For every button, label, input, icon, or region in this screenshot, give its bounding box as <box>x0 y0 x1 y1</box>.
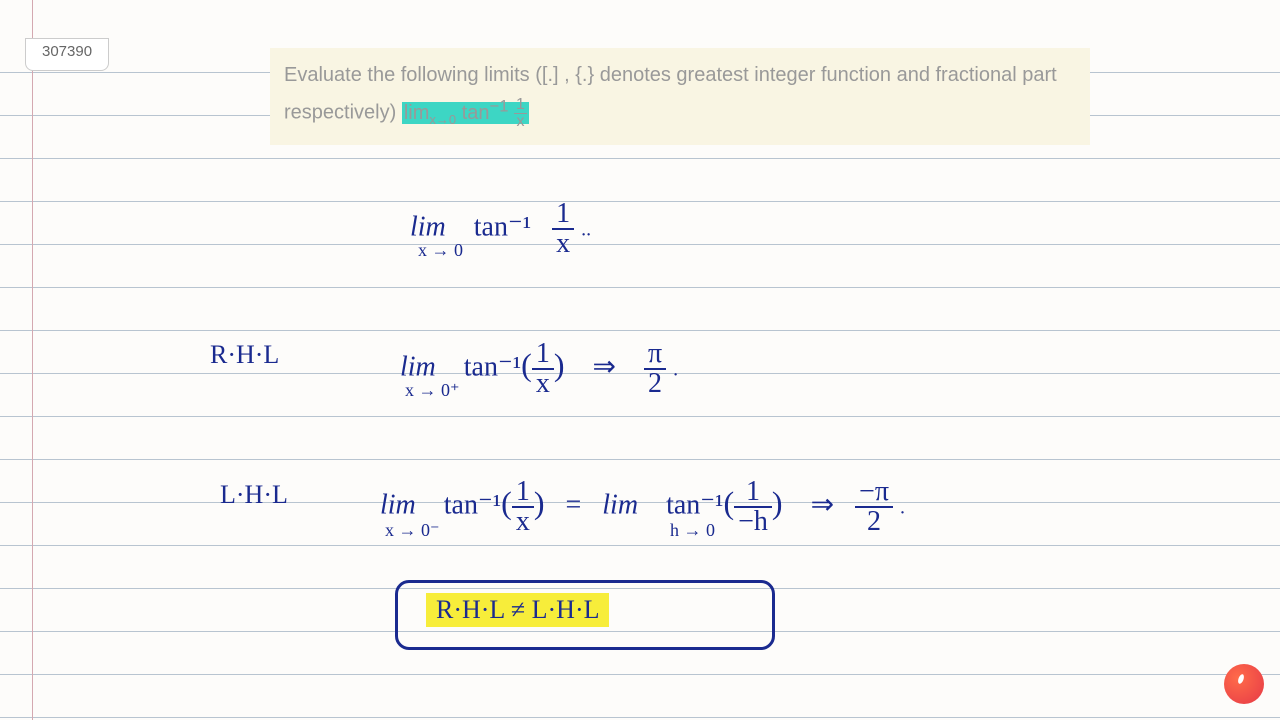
question-box: Evaluate the following limits ([.] , {.}… <box>270 48 1090 145</box>
lhl-frac2-den: −h <box>734 508 772 536</box>
question-frac-den: x <box>514 114 527 130</box>
lhl-sub2: h → 0 <box>670 520 715 541</box>
rhl-arrow: ⇒ <box>592 351 615 382</box>
lhl-result-num: −π <box>855 478 893 508</box>
rhl-frac-den: x <box>532 370 554 398</box>
lhl-lim1: lim <box>380 489 416 520</box>
rhl-lim: lim <box>400 351 436 382</box>
logo-icon <box>1224 664 1270 710</box>
main-lim: lim <box>410 211 446 242</box>
main-frac-den: x <box>552 230 574 258</box>
lhl-paren-l2: ( <box>723 484 734 520</box>
lhl-paren-l1: ( <box>501 484 512 520</box>
lhl-frac1-den: x <box>512 508 534 536</box>
main-frac: 1 x <box>552 200 574 258</box>
lhl-lim2: lim <box>602 489 638 520</box>
lhl-sub1: x → 0⁻ <box>385 520 440 541</box>
lhl-body1: tan⁻¹ <box>444 489 501 520</box>
lhl-paren-r2: ) <box>772 484 783 520</box>
rhl-paren-l: ( <box>521 346 532 382</box>
lhl-frac1: 1x <box>512 478 534 536</box>
question-tan: tan <box>462 102 490 124</box>
main-frac-num: 1 <box>552 200 574 230</box>
rhl-sub: x → 0⁺ <box>405 380 460 401</box>
margin-line <box>32 0 33 720</box>
rhl-result-den: 2 <box>644 370 666 398</box>
lhl-label: L·H·L <box>220 480 288 510</box>
lhl-result-den: 2 <box>855 508 893 536</box>
lhl-eq: = <box>565 489 581 520</box>
lhl-body2: tan⁻¹ <box>666 489 723 520</box>
question-lim: lim <box>404 102 430 124</box>
main-limit-sub: x → 0 <box>418 240 463 261</box>
question-limit-highlight: limx→0 tan−1 1 x <box>402 102 529 124</box>
id-box: 307390 <box>25 38 109 71</box>
rhl-result-num: π <box>644 340 666 370</box>
rhl-frac-num: 1 <box>532 340 554 370</box>
question-exp: −1 <box>489 96 508 115</box>
rhl-body: tan⁻¹ <box>464 351 521 382</box>
rhl-result: π 2 <box>644 340 666 398</box>
question-frac-num: 1 <box>514 97 527 114</box>
question-text: Evaluate the following limits ([.] , {.}… <box>284 64 1057 124</box>
lhl-result: −π 2 <box>855 478 893 536</box>
lhl-paren-r1: ) <box>534 484 545 520</box>
conclusion-box: R·H·L ≠ L·H·L <box>395 580 775 650</box>
lhl-arrow: ⇒ <box>811 489 834 520</box>
lhl-frac2: 1−h <box>734 478 772 536</box>
rhl-label: R·H·L <box>210 340 279 370</box>
lhl-frac2-num: 1 <box>734 478 772 508</box>
lhl-frac1-num: 1 <box>512 478 534 508</box>
lhl-expr1: lim tan⁻¹(1x) = lim tan⁻¹(1−h) ⇒ −π 2 . <box>380 478 905 536</box>
question-frac: 1 x <box>514 97 527 130</box>
rhl-frac: 1x <box>532 340 554 398</box>
question-lim-sub: x→0 <box>429 112 456 127</box>
rhl-paren-r: ) <box>554 346 565 382</box>
main-body: tan⁻¹ <box>474 211 531 242</box>
conclusion-text: R·H·L ≠ L·H·L <box>426 593 609 627</box>
